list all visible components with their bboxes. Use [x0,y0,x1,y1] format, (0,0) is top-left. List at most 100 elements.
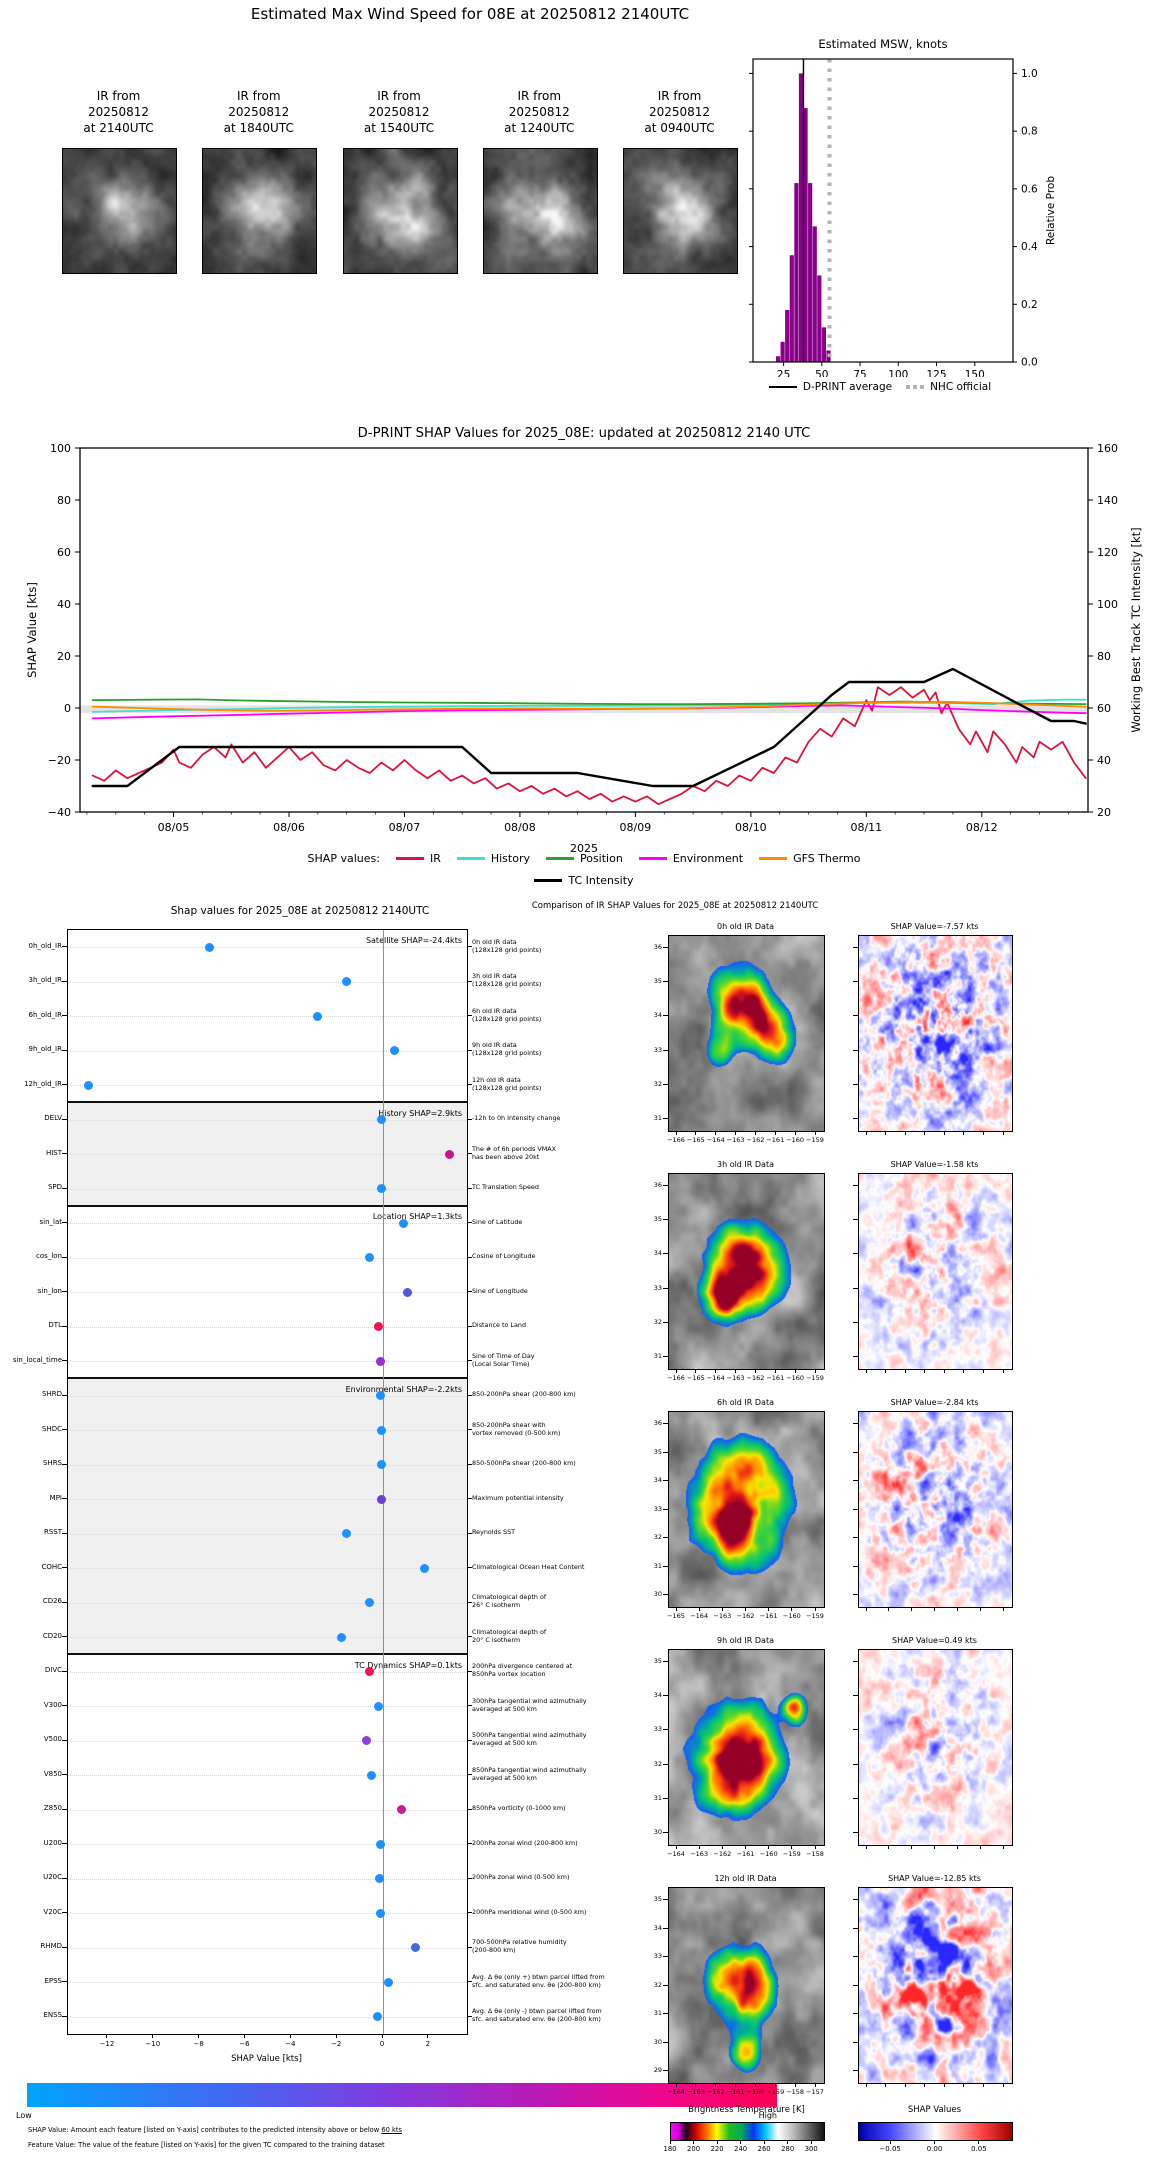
x-tick [715,2084,717,2087]
legend-item: D-PRINT average [768,381,892,393]
legend-label: NHC official [930,381,992,393]
y-tick [663,1729,668,1731]
feature-description-line: Sine of Time of Day [472,1351,535,1360]
shap-y-tick [853,1729,858,1731]
shap-y-tick [853,1508,858,1510]
x-axis-label: SHAP Value [kts] [231,2053,302,2064]
row-gridline [68,1568,467,1569]
feature-row-label: DIVC [44,1666,62,1674]
row-gridline [68,2016,467,2018]
y-tick [663,2013,668,2014]
bt-colorbar-title: Brightness Temperature [K] [688,2105,805,2115]
feature-description-line: 850hPa tangential wind azimuthally [472,1765,587,1774]
feature-description: 300hPa tangential wind azimuthally averag… [472,1697,622,1714]
thumbnail-label-line: at 1240UTC [504,121,575,135]
left-axis-tick [62,1118,67,1120]
main-title: Estimated Max Wind Speed for 08E at 2025… [250,5,690,23]
x-tick-label: −161 [736,1850,755,1858]
right-axis-tick [467,1049,472,1051]
y-tick-label-right: 20 [1097,806,1111,819]
x-tick-label: −163 [686,2088,705,2096]
right-axis-tick [467,1946,472,1948]
y-tick [663,1797,668,1799]
x-tick-label: −159 [766,2088,785,2096]
shap-x-tick [904,2084,906,2087]
ir-shap-comparison-panel: Comparison of IR SHAP Values for 2025_08… [0,900,1168,2158]
x-tick-label: −157 [806,2088,824,2096]
feature-description: Avg. Δ θe (only +) btwn parcel lifted fr… [472,1973,622,1990]
row-gridline [68,1326,467,1328]
left-axis-tick [62,946,67,947]
feature-dot [376,1356,386,1366]
feature-dot [372,2012,382,2021]
right-axis-tick [467,1394,472,1396]
feature-description-line: 6h old IR data [472,1006,517,1015]
row-gridline [68,1085,467,1086]
thumbnail-label-line: at 1840UTC [223,121,294,135]
feature-dot [377,1494,387,1504]
bt-tick-label: 220 [710,2145,724,2153]
shap-map-title: SHAP Value=-12.85 kts [888,1874,981,1883]
x-tick [745,1846,746,1849]
shap-y-tick [853,1083,858,1085]
caption-shap-value: SHAP Value: Amount each feature [listed … [28,2126,402,2134]
ir-map-canvas [668,1411,825,1608]
group-divider [68,1204,467,1207]
right-axis-tick [467,1463,472,1465]
right-axis-tick [467,1015,472,1016]
x-tick-label: 100 [888,369,908,377]
shap-map-canvas [858,1887,1013,2084]
row-gridline [68,1809,467,1811]
x-tick [289,2033,291,2038]
shap-y-tick [853,2041,858,2043]
row-gridline [68,1430,467,1431]
x-tick-label: −166 [667,1136,685,1144]
x-tick [698,1608,700,1611]
shap-map-title: SHAP Value=-1.58 kts [890,1160,979,1169]
shap-x-tick [865,1846,867,1849]
row-gridline [68,1154,467,1155]
shap-cb-tick-label: −0.05 [879,2145,901,2153]
shap-y-tick [853,981,858,983]
x-tick [695,2084,697,2087]
right-axis-tick [467,1084,472,1085]
feature-description: 850hPa tangential wind azimuthally averag… [472,1766,622,1783]
feature-description-line: 300hPa tangential wind azimuthally [472,1696,587,1705]
feature-row-label: 0h_old_IR [28,941,63,950]
y-tick [663,1321,668,1323]
legend-label: Environment [672,852,744,865]
ir-map-canvas [668,1887,825,2084]
histogram-bar [785,310,790,362]
line-swatch [534,879,563,882]
legend-label: IR [429,852,441,865]
x-tick [695,1132,697,1135]
left-axis-tick [62,1463,67,1465]
y-tick-label: 0.2 [1021,299,1038,311]
x-tick [794,1370,796,1373]
left-axis-tick [62,1774,67,1775]
bt-colorbar [670,2122,825,2141]
right-axis-label: Working Best Track TC Intensity [kt] [1129,527,1143,732]
y-tick [663,1537,668,1538]
right-axis-tick [467,1498,472,1499]
left-axis-tick [62,1843,67,1844]
y-tick [663,1832,668,1833]
shap-cb-tick-label: 0.00 [926,2145,943,2153]
x-tick-label: 150 [965,369,985,377]
feature-dot [364,1253,374,1262]
thumbnail-label-line: at 1540UTC [363,121,435,135]
x-tick [675,2084,677,2087]
bt-tick [763,2141,765,2144]
shap-x-tick [963,1132,965,1135]
x-tick-label: −164 [667,2088,685,2096]
x-tick [152,2033,154,2038]
feature-description: Climatological Ocean Heat Content [472,1563,622,1571]
comparison-title: Comparison of IR SHAP Values for 2025_08… [531,901,819,911]
ir-thumbnail: IR from 20250812 at 1240UTC [482,88,598,274]
legend-label: GFS Thermo [793,852,861,865]
feature-row-label: ENSS [43,2011,62,2019]
shap-y-tick [853,947,858,948]
y-tick [663,1451,668,1453]
feature-description-line: 12h old IR data [472,1075,521,1084]
shap-x-tick [982,1370,984,1373]
